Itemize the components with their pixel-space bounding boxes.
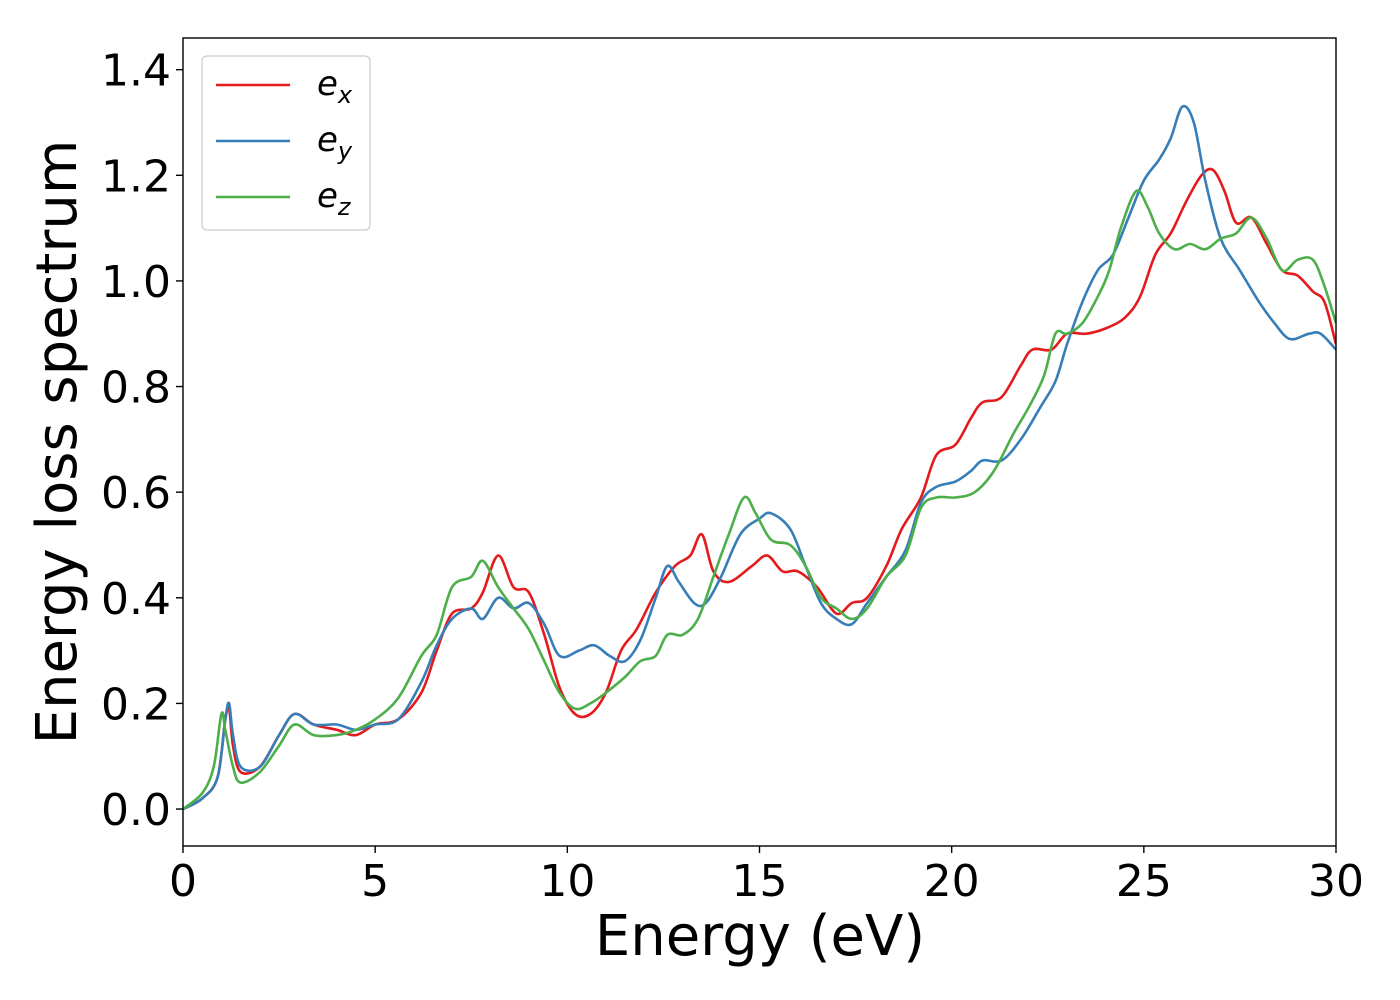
series-layer bbox=[183, 104, 1336, 811]
series-line-e-x bbox=[183, 167, 1336, 811]
y-tick-label: 0.2 bbox=[101, 679, 171, 730]
x-tick-label: 30 bbox=[1308, 856, 1364, 907]
series-line-e-z bbox=[183, 189, 1336, 811]
y-tick-label: 0.0 bbox=[101, 785, 171, 836]
x-tick-label: 20 bbox=[924, 856, 980, 907]
y-tick-label: 0.8 bbox=[101, 363, 171, 414]
x-tick-label: 15 bbox=[732, 856, 788, 907]
y-axis-ticks: 0.0 0.2 0.4 0.6 0.8 1.0 1.2 1.4 bbox=[101, 46, 183, 836]
y-tick-label: 0.4 bbox=[101, 574, 171, 625]
y-tick-label: 0.6 bbox=[101, 468, 171, 519]
x-tick-label: 10 bbox=[539, 856, 595, 907]
y-tick-label: 1.2 bbox=[101, 151, 171, 202]
x-tick-label: 25 bbox=[1116, 856, 1172, 907]
x-tick-label: 0 bbox=[169, 856, 197, 907]
y-tick-label: 1.4 bbox=[101, 46, 171, 97]
y-tick-label: 1.0 bbox=[101, 257, 171, 308]
x-axis-label: Energy (eV) bbox=[595, 904, 925, 969]
legend-box bbox=[201, 55, 371, 231]
x-axis-ticks: 0 5 10 15 20 25 30 bbox=[169, 846, 1364, 907]
y-axis-label: Energy loss spectrum bbox=[25, 140, 90, 745]
x-tick-label: 5 bbox=[361, 856, 389, 907]
